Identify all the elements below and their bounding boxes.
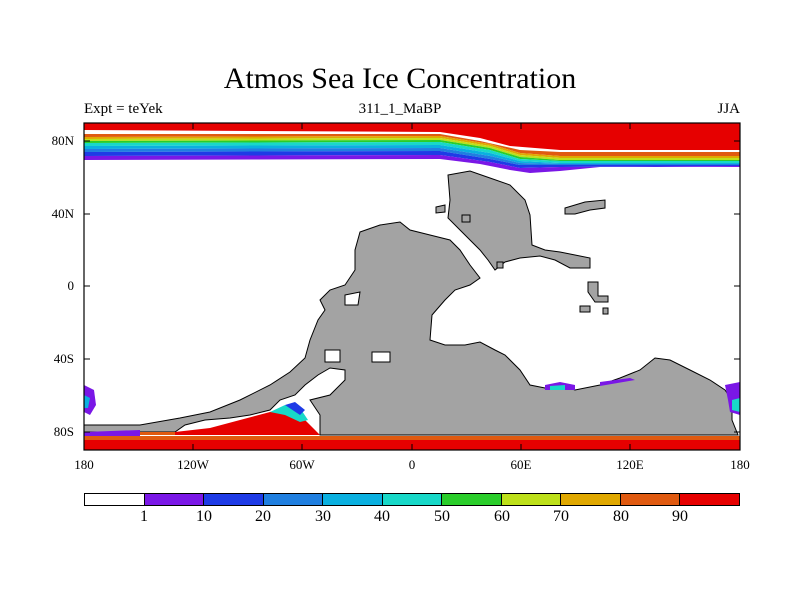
colorbar-swatch	[323, 494, 383, 505]
y-tick-label: 40N	[51, 206, 74, 221]
colorbar-swatch	[85, 494, 145, 505]
inner-sea2	[324, 349, 341, 363]
colorbar-label: 20	[255, 508, 271, 525]
x-tick-label: 180	[74, 457, 94, 472]
season-label: JJA	[717, 101, 740, 117]
y-tick-label: 80S	[53, 424, 74, 439]
colorbar-swatch	[561, 494, 621, 505]
colorbar-swatch	[620, 494, 681, 505]
colorbar-label: 60	[494, 508, 510, 525]
colorbar-swatch	[263, 494, 324, 505]
y-tick-label: 80N	[51, 133, 74, 148]
inner-sea3	[371, 351, 391, 363]
x-tick-label: 0	[408, 457, 416, 472]
island-n2	[461, 214, 471, 223]
colorbar-label: 10	[196, 508, 212, 525]
colorbar-label: 50	[434, 508, 450, 525]
island-n	[435, 204, 446, 214]
southern-supercontinent	[83, 221, 739, 436]
island-n3	[496, 261, 504, 269]
northern-continent	[447, 170, 591, 271]
x-tick-label: 120E	[616, 457, 644, 472]
map-panel	[83, 122, 741, 451]
colorbar-label: 80	[613, 508, 629, 525]
island-se2	[579, 305, 591, 313]
colorbar-label: 1	[140, 508, 148, 525]
colorbar-swatch	[680, 494, 740, 505]
island-se3	[602, 307, 609, 315]
colorbar-swatch	[442, 494, 502, 505]
tick-marks	[83, 123, 741, 450]
map-title: Atmos Sea Ice Concentration	[223, 62, 577, 95]
island-se1	[587, 281, 609, 303]
land-masses	[83, 170, 739, 436]
colorbar	[84, 493, 740, 506]
x-tick-label: 60W	[289, 457, 315, 472]
experiment-label: Expt = teYek	[84, 101, 163, 117]
colorbar-label: 90	[672, 508, 688, 525]
north-ice-bands	[84, 123, 740, 173]
x-tick-label: 60E	[510, 457, 532, 472]
x-tick-label: 180	[730, 457, 750, 472]
colorbar-label: 40	[374, 508, 390, 525]
x-tick-label: 120W	[177, 457, 209, 472]
colorbar-label: 70	[553, 508, 569, 525]
colorbar-swatch	[501, 494, 562, 505]
colorbar-swatch	[144, 494, 205, 505]
y-tick-label: 0	[67, 278, 75, 293]
colorbar-swatch	[204, 494, 264, 505]
inner-sea	[344, 291, 361, 306]
y-tick-label: 40S	[53, 351, 74, 366]
colorbar-swatch	[382, 494, 443, 505]
colorbar-label: 30	[315, 508, 331, 525]
timeslice-label: 311_1_MaBP	[358, 101, 442, 117]
island-ne	[564, 199, 606, 215]
